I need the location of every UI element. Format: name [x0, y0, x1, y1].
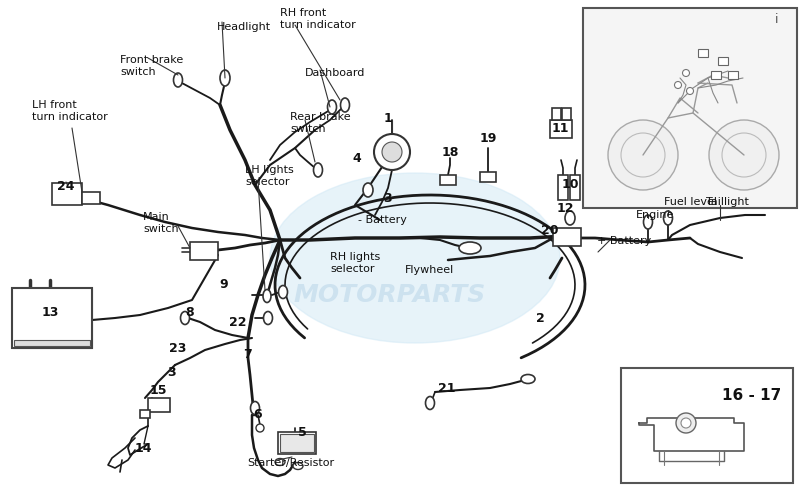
Text: 21: 21 [438, 382, 456, 394]
Circle shape [382, 142, 402, 162]
Text: 7: 7 [244, 349, 252, 361]
Bar [552, 108, 561, 120]
Text: 12: 12 [556, 201, 574, 215]
Text: 14: 14 [135, 441, 151, 455]
Circle shape [256, 424, 264, 432]
Bar [140, 410, 150, 418]
Text: Fuel level: Fuel level [664, 197, 717, 207]
Text: Starter/Resistor: Starter/Resistor [247, 458, 334, 468]
Ellipse shape [263, 290, 271, 302]
Circle shape [608, 120, 678, 190]
Text: Dashboard: Dashboard [305, 68, 365, 78]
Bar [480, 172, 496, 182]
Text: 9: 9 [219, 278, 228, 292]
Text: LH lights
selector: LH lights selector [245, 165, 294, 187]
Text: RH front
turn indicator: RH front turn indicator [280, 8, 356, 29]
Bar [562, 108, 571, 120]
Circle shape [674, 82, 682, 88]
Ellipse shape [328, 100, 336, 114]
Bar [52, 183, 82, 205]
Text: 6: 6 [254, 409, 262, 421]
Text: 4: 4 [352, 152, 361, 164]
Bar [82, 192, 100, 204]
Text: 24: 24 [57, 181, 74, 193]
Bar [621, 368, 793, 483]
Text: 11: 11 [551, 121, 569, 135]
Circle shape [686, 87, 694, 94]
Bar [278, 432, 316, 454]
Ellipse shape [565, 211, 575, 225]
Text: i: i [775, 13, 779, 26]
Text: 15: 15 [149, 383, 167, 397]
Ellipse shape [643, 215, 653, 229]
Ellipse shape [220, 70, 230, 86]
Bar [558, 175, 568, 200]
Ellipse shape [270, 173, 560, 343]
Ellipse shape [663, 211, 673, 225]
Text: 3: 3 [167, 365, 176, 379]
Text: Engine: Engine [636, 210, 674, 220]
Bar [553, 228, 581, 246]
Ellipse shape [293, 463, 303, 469]
Bar [570, 175, 580, 200]
Ellipse shape [275, 459, 285, 465]
Text: Headlight: Headlight [217, 22, 271, 32]
Circle shape [709, 120, 779, 190]
Text: 22: 22 [229, 316, 247, 328]
Bar [550, 120, 572, 138]
Ellipse shape [521, 375, 535, 383]
Text: Flywheel: Flywheel [405, 265, 454, 275]
Text: LH front
turn indicator: LH front turn indicator [32, 100, 108, 122]
Text: RH lights
selector: RH lights selector [330, 252, 380, 273]
Ellipse shape [340, 98, 349, 112]
Text: + Battery: + Battery [597, 236, 651, 246]
Text: 3: 3 [384, 191, 392, 204]
Circle shape [621, 133, 665, 177]
Text: 16 - 17: 16 - 17 [722, 388, 781, 403]
Bar [148, 398, 170, 412]
Text: 19: 19 [479, 132, 497, 144]
Bar [12, 288, 92, 348]
Text: 5: 5 [298, 426, 306, 438]
Circle shape [682, 70, 690, 77]
Circle shape [722, 133, 766, 177]
Text: Main
switch: Main switch [143, 212, 179, 234]
Text: 23: 23 [169, 342, 187, 355]
Text: 2: 2 [536, 311, 545, 325]
Text: Taillight: Taillight [706, 197, 749, 207]
Circle shape [681, 418, 691, 428]
Bar [728, 71, 738, 79]
Ellipse shape [459, 242, 481, 254]
Ellipse shape [425, 397, 434, 409]
Bar [718, 57, 728, 65]
Ellipse shape [180, 311, 190, 325]
Bar [14, 340, 90, 346]
Text: 20: 20 [541, 223, 559, 237]
Text: 18: 18 [441, 145, 459, 159]
Circle shape [374, 134, 410, 170]
Bar [190, 242, 218, 260]
Circle shape [676, 413, 696, 433]
Ellipse shape [363, 183, 373, 197]
Text: 10: 10 [562, 179, 579, 191]
Text: 13: 13 [42, 306, 58, 320]
Bar [583, 8, 797, 208]
Ellipse shape [264, 311, 272, 325]
Bar [12, 288, 92, 348]
Ellipse shape [313, 163, 323, 177]
Bar [711, 71, 721, 79]
Text: MOTORPARTS: MOTORPARTS [294, 283, 486, 307]
Ellipse shape [279, 285, 288, 299]
Text: Rear brake
switch: Rear brake switch [290, 112, 351, 134]
Bar [440, 175, 456, 185]
Ellipse shape [174, 73, 183, 87]
Text: 8: 8 [186, 305, 195, 319]
Bar [280, 434, 314, 452]
Bar [698, 49, 708, 57]
Text: 1: 1 [384, 111, 392, 125]
Text: - Battery: - Battery [358, 215, 407, 225]
Text: Front brake
switch: Front brake switch [120, 55, 183, 77]
Ellipse shape [251, 402, 260, 414]
